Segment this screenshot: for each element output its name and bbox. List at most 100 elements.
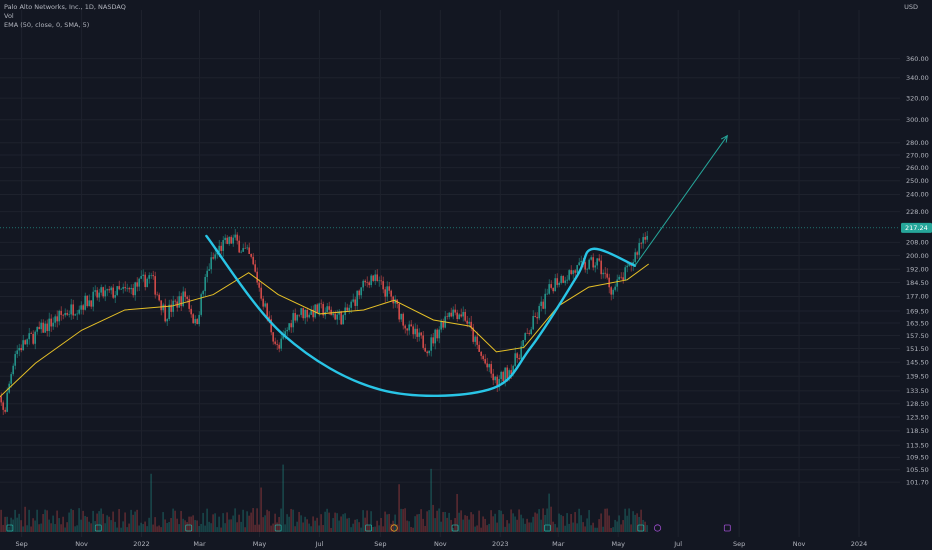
volume-bar [66,522,68,532]
volume-bar [300,515,302,532]
volume-bar [302,522,304,532]
candle [452,309,454,317]
volume-bar [108,516,110,532]
candle [132,287,134,296]
candle [326,306,328,313]
volume-bar [582,522,584,532]
volume-bar [502,514,504,532]
volume-bar [162,512,164,532]
candle [638,243,640,255]
candle [88,300,90,307]
volume-bar [240,521,242,532]
candle [320,303,322,305]
candle [110,287,112,291]
candle [98,292,100,298]
volume-bar [48,519,50,532]
candle [188,298,190,309]
volume-bar [14,509,16,532]
y-tick-label: 101.70 [906,478,929,486]
candle [446,316,448,318]
y-tick-label: 163.50 [906,319,929,327]
candle [628,263,630,266]
candle [440,321,442,330]
candle [328,306,330,310]
volume-bar [636,513,638,532]
candle [448,312,450,318]
vol-label[interactable]: Vol [4,12,14,20]
volume-bar [84,515,86,532]
candle [192,314,194,324]
volume-bar [20,520,22,532]
volume-bar [406,520,408,532]
candle [376,274,378,281]
candle [138,278,140,287]
symbol-title[interactable]: Palo Alto Networks, Inc., 1D, NASDAQ [4,3,126,11]
candle [542,301,544,309]
candle [182,291,184,307]
volume-bar [330,527,332,532]
y-tick-label: 340.00 [906,74,929,82]
volume-bar [468,519,470,532]
y-tick-label: 151.50 [906,345,929,353]
candle [298,314,300,316]
volume-bar [606,508,608,532]
volume-bar [204,525,206,532]
candle [510,370,512,375]
candle [522,340,524,347]
earnings-marker [6,524,14,532]
y-tick-label: 139.50 [906,373,929,381]
volume-bar [402,509,404,532]
candle [162,304,164,311]
volume-bar [614,519,616,532]
volume-bar [24,506,26,532]
volume-bar [70,508,72,532]
volume-bar [610,527,612,532]
candle [506,367,508,379]
candle [260,287,262,299]
candle [400,313,402,320]
volume-bar [124,512,126,532]
volume-bar [68,512,70,532]
candle [548,284,550,294]
candle [178,296,180,308]
volume-bar [328,512,330,532]
candle [342,315,344,325]
volume-bar [166,523,168,532]
candle [550,284,552,288]
candle [454,309,456,313]
candle [346,307,348,311]
candle [56,316,58,322]
candle [422,335,424,348]
candle [58,310,60,322]
volume-bar [494,513,496,532]
volume-bar [450,519,452,532]
candle [244,248,246,249]
y-tick-label: 320.00 [906,94,929,102]
candle [166,319,168,322]
volume-bar [46,510,48,532]
candle [276,343,278,345]
volume-bar [8,526,10,532]
candle [546,293,548,295]
volume-bar [112,511,114,532]
candle [40,322,42,330]
volume-bar [446,517,448,532]
candle [250,253,252,257]
last-price-label: 217.24 [905,224,928,232]
volume-bar [362,510,364,532]
candle [78,309,80,314]
volume-bar [56,510,58,532]
candle [86,295,88,307]
candle [148,275,150,279]
volume-bar [376,520,378,532]
candle [390,290,392,297]
volume-bar [50,523,52,532]
ema-label[interactable]: EMA (50, close, 0, SMA, 5) [4,21,90,29]
volume-bar [136,509,138,532]
volume-bar [560,514,562,532]
volume-bar [632,511,634,532]
candle [474,336,476,342]
volume-bar [90,523,92,532]
volume-bar [138,525,140,532]
